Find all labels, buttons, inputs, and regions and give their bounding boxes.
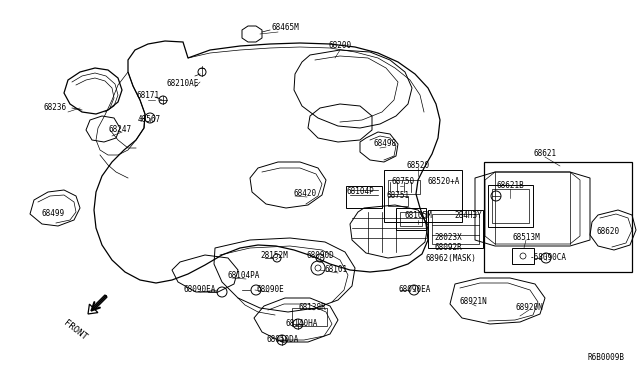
Text: 68050DA: 68050DA bbox=[267, 336, 299, 344]
Circle shape bbox=[315, 265, 321, 271]
Text: 68210AE: 68210AE bbox=[167, 78, 199, 87]
Bar bbox=[428, 210, 483, 248]
Text: 68247: 68247 bbox=[108, 125, 132, 135]
Bar bbox=[346, 186, 382, 208]
Text: FRONT: FRONT bbox=[61, 318, 88, 342]
Bar bbox=[388, 180, 420, 194]
Polygon shape bbox=[94, 41, 440, 283]
Text: 28023X: 28023X bbox=[434, 232, 462, 241]
Text: 68499: 68499 bbox=[42, 209, 65, 218]
Bar bbox=[512, 248, 534, 264]
Text: 68200: 68200 bbox=[328, 42, 351, 51]
Text: 28152M: 28152M bbox=[260, 251, 288, 260]
Text: R6B0009B: R6B0009B bbox=[588, 353, 625, 362]
Text: 68090EA: 68090EA bbox=[184, 285, 216, 294]
Bar bbox=[396, 208, 426, 230]
Text: 68090EA: 68090EA bbox=[399, 285, 431, 294]
Text: 48567: 48567 bbox=[138, 115, 161, 124]
Text: 68920N: 68920N bbox=[515, 304, 543, 312]
Text: 68620: 68620 bbox=[596, 228, 620, 237]
Text: 68621B: 68621B bbox=[496, 180, 524, 189]
Text: 68520+A: 68520+A bbox=[428, 177, 460, 186]
Text: 68750: 68750 bbox=[392, 177, 415, 186]
Text: 284H3Y: 284H3Y bbox=[454, 211, 482, 219]
Text: 68498: 68498 bbox=[373, 138, 397, 148]
Text: 68621: 68621 bbox=[533, 148, 557, 157]
Text: 68513M: 68513M bbox=[512, 232, 540, 241]
Text: 68236: 68236 bbox=[44, 103, 67, 112]
Text: 68104PA: 68104PA bbox=[228, 272, 260, 280]
Text: 68101: 68101 bbox=[324, 266, 348, 275]
Text: 68090D: 68090D bbox=[306, 251, 334, 260]
Text: 68090E: 68090E bbox=[256, 285, 284, 294]
Text: 68420: 68420 bbox=[293, 189, 317, 198]
Bar bbox=[400, 212, 422, 226]
Text: 68105M: 68105M bbox=[404, 212, 432, 221]
Bar bbox=[492, 189, 529, 223]
Text: 68921N: 68921N bbox=[459, 296, 487, 305]
Bar bbox=[432, 214, 479, 244]
Text: 68138R: 68138R bbox=[298, 302, 326, 311]
Bar bbox=[292, 308, 327, 326]
Bar bbox=[488, 185, 533, 227]
Text: 68751: 68751 bbox=[387, 190, 410, 199]
Text: 68520: 68520 bbox=[406, 160, 429, 170]
Text: 68171: 68171 bbox=[136, 92, 159, 100]
Text: 68962(MASK): 68962(MASK) bbox=[426, 253, 476, 263]
Text: 68140HA: 68140HA bbox=[286, 320, 318, 328]
Bar bbox=[384, 170, 462, 222]
Text: 68092R: 68092R bbox=[434, 244, 462, 253]
Bar bbox=[388, 196, 408, 206]
Text: 68104P: 68104P bbox=[346, 187, 374, 196]
Text: 68465M: 68465M bbox=[271, 22, 299, 32]
Text: -68090CA: -68090CA bbox=[529, 253, 566, 263]
Bar bbox=[484, 162, 632, 272]
